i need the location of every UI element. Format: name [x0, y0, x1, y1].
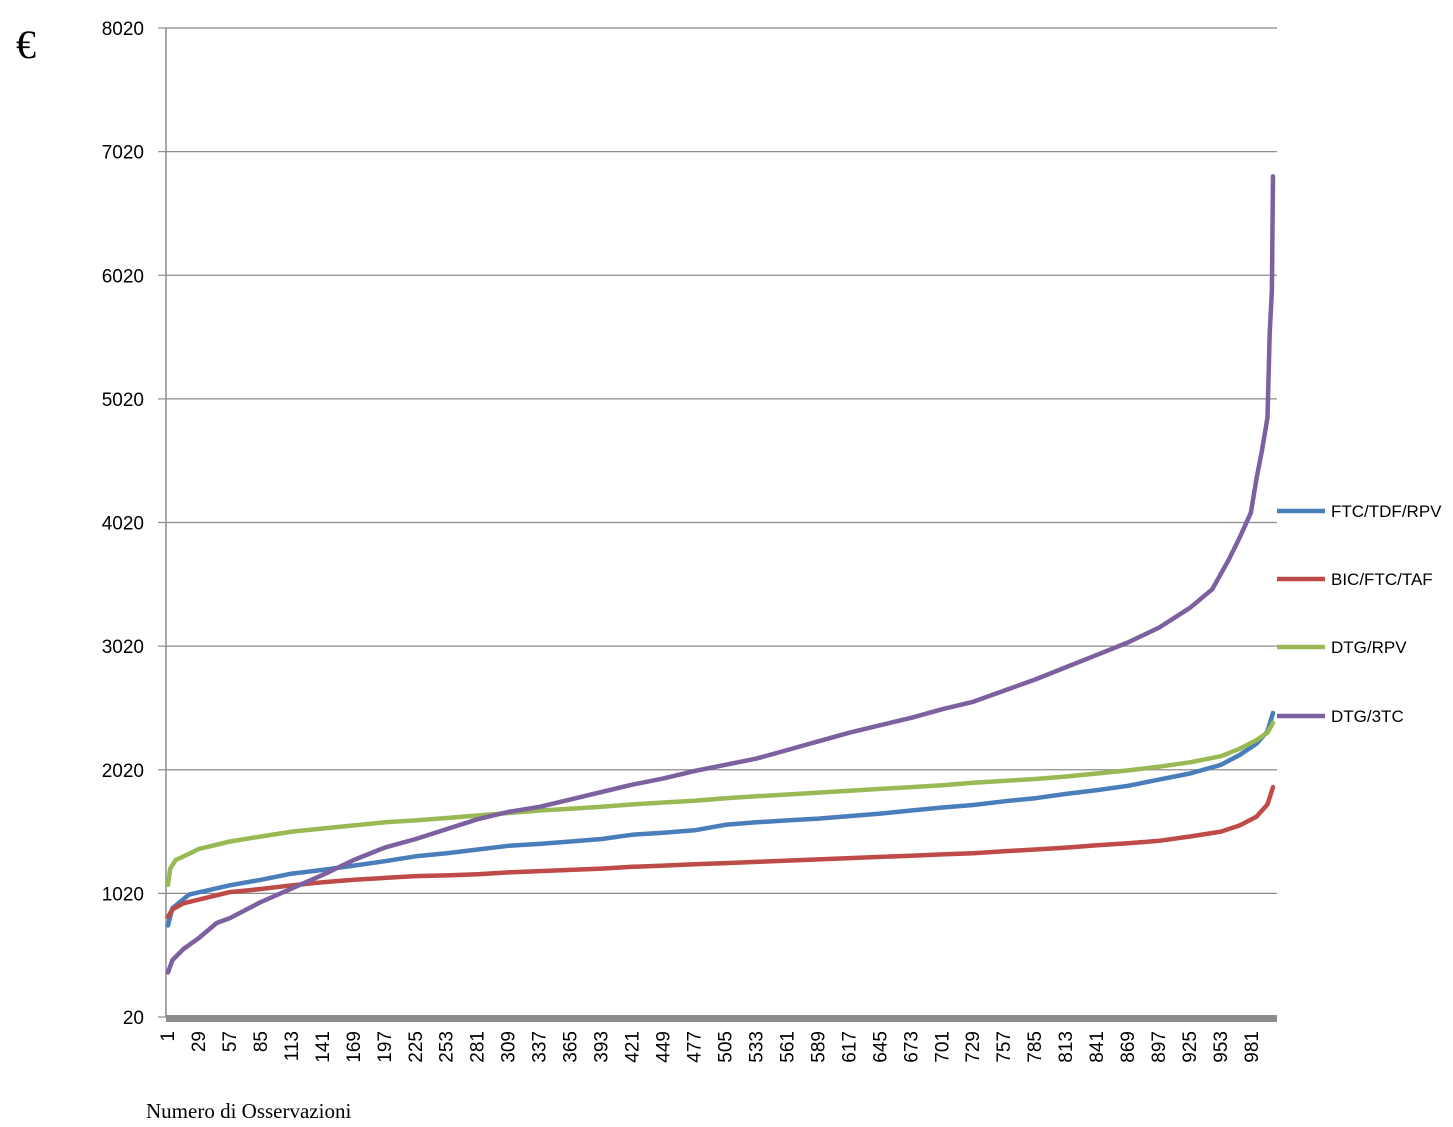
- x-tick-label: 925: [1180, 1031, 1201, 1063]
- x-tick-label: 729: [963, 1031, 984, 1063]
- series-line-2: [168, 723, 1273, 885]
- x-tick-label: 253: [437, 1031, 458, 1063]
- x-tick-label: 533: [746, 1031, 767, 1063]
- x-tick-label: 141: [313, 1031, 334, 1063]
- series-line-3: [168, 176, 1273, 972]
- x-tick-label: 785: [1025, 1031, 1046, 1063]
- x-tick-label: 449: [654, 1031, 675, 1063]
- legend: FTC/TDF/RPV BIC/FTC/TAF DTG/RPV DTG/3TC: [1277, 502, 1442, 726]
- y-tick-label: 2020: [102, 761, 144, 782]
- y-tick-label: 5020: [102, 390, 144, 411]
- y-tick-label: 4020: [102, 514, 144, 535]
- x-tick-label: 869: [1118, 1031, 1139, 1063]
- x-tick-label: 225: [406, 1031, 427, 1063]
- x-axis-label: Numero di Osservazioni: [146, 1099, 351, 1123]
- series-lines: [168, 176, 1273, 972]
- y-tick-label: 6020: [102, 266, 144, 287]
- x-tick-label: 393: [592, 1031, 613, 1063]
- x-tick-label: 309: [499, 1031, 520, 1063]
- legend-label: DTG/RPV: [1331, 638, 1407, 657]
- x-tick-label: 673: [901, 1031, 922, 1063]
- x-tick-label: 113: [282, 1031, 303, 1061]
- x-tick-label: 421: [623, 1031, 644, 1063]
- y-tick-label: 8020: [102, 19, 144, 40]
- x-tick-labels: 1 29 57 85 113 141 169 197 225 253 281 309 337 365 393…: [158, 1031, 1263, 1063]
- x-tick-label: 505: [715, 1031, 736, 1063]
- x-tick-label: 897: [1149, 1031, 1170, 1063]
- x-tick-label: 477: [685, 1031, 706, 1063]
- x-axis-line: [166, 1015, 1277, 1022]
- x-tick-label: 813: [1056, 1031, 1077, 1063]
- x-tick-label: 589: [808, 1031, 829, 1063]
- legend-label: DTG/3TC: [1331, 707, 1404, 726]
- x-tick-label: 57: [220, 1031, 241, 1052]
- legend-label: FTC/TDF/RPV: [1331, 502, 1442, 521]
- y-tick-label: 1020: [102, 884, 144, 905]
- x-tick-label: 1: [158, 1031, 179, 1042]
- y-tick-label: 3020: [102, 637, 144, 658]
- x-tick-label: 645: [870, 1031, 891, 1063]
- legend-label: BIC/FTC/TAF: [1331, 570, 1433, 589]
- x-tick-label: 337: [530, 1031, 551, 1063]
- x-tick-label: 281: [468, 1031, 489, 1063]
- y-tick-label: 7020: [102, 143, 144, 164]
- x-tick-label: 701: [932, 1031, 953, 1063]
- x-tick-label: 29: [189, 1031, 210, 1052]
- unit-label: €: [16, 22, 36, 67]
- x-tick-label: 561: [777, 1031, 798, 1063]
- x-tick-label: 169: [344, 1031, 365, 1063]
- y-tick-label: 20: [123, 1008, 144, 1029]
- y-tick-labels: 20 1020 2020 3020 4020 5020 6020 7020 8020: [102, 19, 144, 1029]
- x-tick-label: 757: [994, 1031, 1015, 1063]
- x-tick-label: 981: [1242, 1031, 1263, 1063]
- x-tick-label: 85: [251, 1031, 272, 1052]
- x-tick-label: 617: [839, 1031, 860, 1063]
- x-tick-label: 365: [561, 1031, 582, 1063]
- series-line-1: [168, 787, 1273, 917]
- x-tick-label: 953: [1211, 1031, 1232, 1063]
- x-tick-label: 197: [375, 1031, 396, 1063]
- x-tick-label: 841: [1087, 1031, 1108, 1063]
